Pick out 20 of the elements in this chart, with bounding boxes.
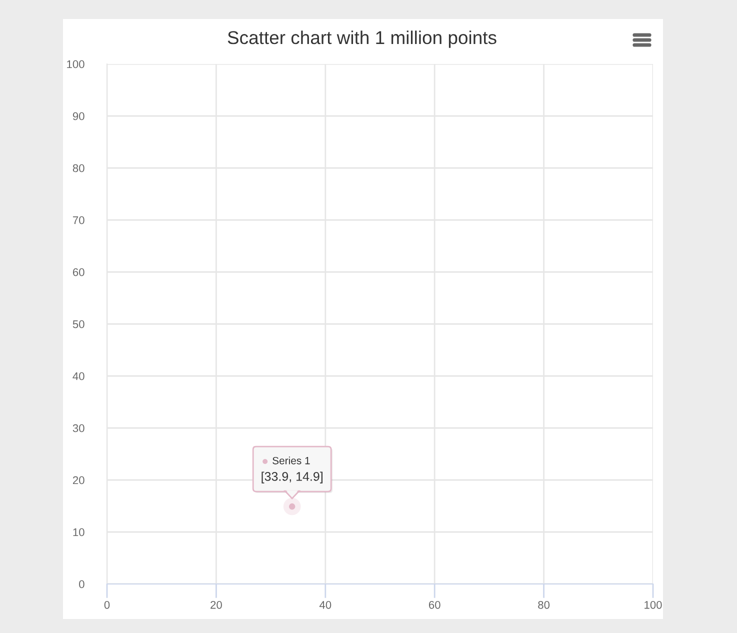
chart-title: Scatter chart with 1 million points <box>228 30 496 48</box>
y-tick-label: 30 <box>72 424 84 432</box>
x-tick-label: 80 <box>538 600 550 609</box>
y-tick-label: 40 <box>72 372 84 380</box>
x-tick-label: 40 <box>319 600 332 609</box>
x-tick-label: 100 <box>644 600 662 609</box>
y-tick-label: 80 <box>72 164 84 172</box>
y-tick-label: 50 <box>72 320 84 328</box>
annotation: [33.9, 14.9] <box>262 472 322 484</box>
y-tick-label: 90 <box>72 112 84 120</box>
y-tick-label: 60 <box>72 268 84 276</box>
y-tick-label: 0 <box>79 580 84 588</box>
y-tick-label: 10 <box>73 528 84 536</box>
x-tick-label: 20 <box>210 600 222 609</box>
x-tick-label: 0 <box>104 600 110 609</box>
x-tick-label: 60 <box>428 600 440 609</box>
y-tick-label: 100 <box>67 60 84 68</box>
y-tick-label: 20 <box>72 476 84 484</box>
legend-label: Series 1 <box>272 456 310 464</box>
y-tick-label: 70 <box>72 216 84 224</box>
